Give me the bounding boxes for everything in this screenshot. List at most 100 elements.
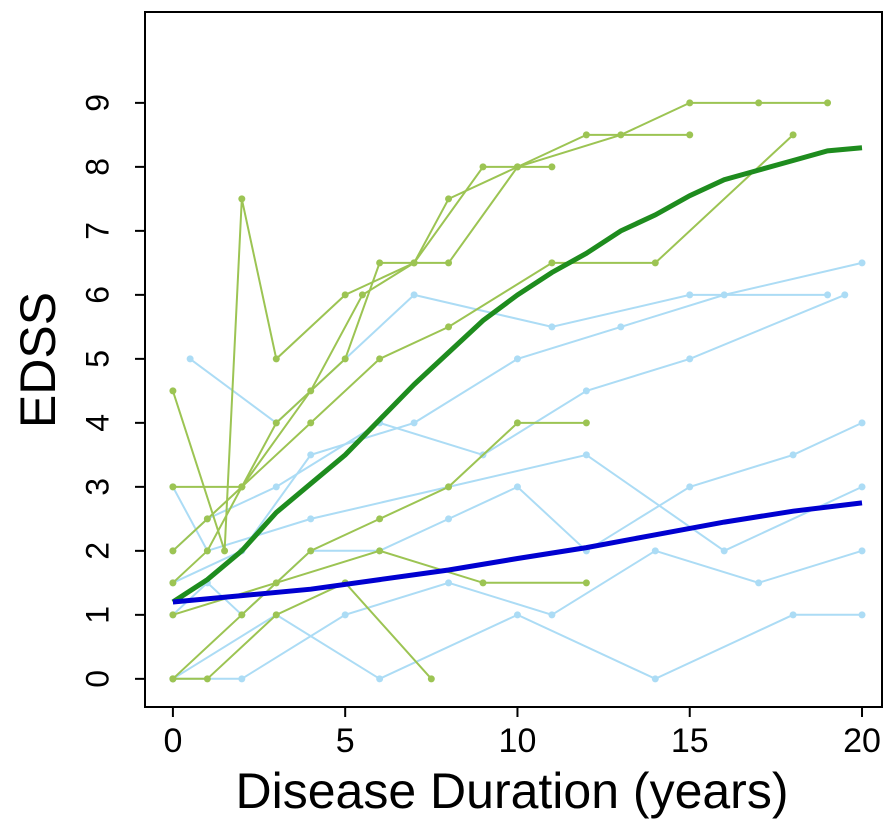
trajectory-point <box>427 675 435 683</box>
trajectory-point <box>238 611 246 619</box>
trajectory-point <box>169 483 177 491</box>
trajectory-point <box>582 419 590 427</box>
y-tick-label: 9 <box>79 94 115 112</box>
y-tick-label: 2 <box>79 542 115 560</box>
trajectory-line <box>189 293 828 425</box>
trajectory-point <box>169 675 177 683</box>
x-tick-label: 15 <box>671 722 709 760</box>
trajectory-line <box>172 549 587 616</box>
trajectory-point <box>548 259 556 267</box>
trajectory-point <box>376 355 384 363</box>
trajectory-point <box>445 323 453 331</box>
trajectory-point <box>169 387 177 395</box>
trajectory-point <box>841 291 849 299</box>
trajectory-point <box>272 419 280 427</box>
trajectory-point <box>169 547 177 555</box>
trajectory-point <box>858 611 866 619</box>
y-tick-label: 4 <box>79 414 115 432</box>
trajectory-point <box>858 259 866 267</box>
trajectory-point <box>445 195 453 203</box>
trajectory-point <box>582 579 590 587</box>
trajectory-point <box>169 611 177 619</box>
trajectory-point <box>445 259 453 267</box>
trajectory-point <box>341 611 349 619</box>
trajectory-point <box>410 291 418 299</box>
trajectory-line <box>171 165 552 552</box>
trajectory-point <box>858 419 866 427</box>
trajectory-point <box>376 259 384 267</box>
plot-area <box>169 99 866 683</box>
trajectory-point <box>358 291 366 299</box>
trajectory-point <box>221 547 229 555</box>
trajectory-line <box>172 133 690 584</box>
trajectory-point <box>686 131 694 139</box>
trajectory-point <box>307 387 315 395</box>
x-tick-label: 0 <box>163 722 182 760</box>
trajectory-point <box>858 547 866 555</box>
trajectory-point <box>686 483 694 491</box>
trajectory-point <box>513 419 521 427</box>
trajectory-point <box>582 131 590 139</box>
trajectory-point <box>686 291 694 299</box>
trajectory-point <box>617 323 625 331</box>
trajectory-point <box>238 675 246 683</box>
x-tick-label: 10 <box>499 722 537 760</box>
trajectory-point <box>651 547 659 555</box>
trajectory-point <box>238 483 246 491</box>
trajectory-point <box>824 99 832 107</box>
trajectory-line <box>172 101 828 552</box>
trajectory-point <box>720 547 728 555</box>
trajectory-point <box>479 579 487 587</box>
trajectory-point <box>376 675 384 683</box>
y-tick-label: 8 <box>79 158 115 176</box>
x-tick-label: 20 <box>843 722 881 760</box>
trajectory-point <box>445 515 453 523</box>
trajectory-point <box>548 611 556 619</box>
y-tick-label: 0 <box>79 670 115 688</box>
trajectory-point <box>755 99 763 107</box>
trajectory-point <box>169 579 177 587</box>
trajectory-point <box>617 131 625 139</box>
trajectory-point <box>789 611 797 619</box>
trajectory-point <box>272 611 280 619</box>
trajectory-point <box>376 547 384 555</box>
trajectory-point <box>307 515 315 523</box>
trajectory-point <box>686 355 694 363</box>
trajectory-point <box>341 291 349 299</box>
trajectory-point <box>307 451 315 459</box>
x-tick-label: 5 <box>336 722 355 760</box>
trajectory-point <box>824 291 832 299</box>
trajectory-point <box>203 515 211 523</box>
trajectory-point <box>651 259 659 267</box>
y-tick-label: 6 <box>79 286 115 304</box>
trajectory-point <box>410 419 418 427</box>
smooth-line <box>172 500 863 605</box>
trajectory-point <box>548 323 556 331</box>
trajectory-point <box>686 99 694 107</box>
trajectory-line <box>172 134 794 488</box>
trajectory-point <box>651 675 659 683</box>
trajectory-point <box>582 387 590 395</box>
trajectory-point <box>307 547 315 555</box>
x-axis-label: Disease Duration (years) <box>236 763 789 819</box>
trajectory-point <box>341 355 349 363</box>
trajectory-line <box>172 549 863 680</box>
trajectory-point <box>513 483 521 491</box>
y-tick-label: 5 <box>79 350 115 368</box>
trajectory-line <box>172 293 846 552</box>
y-axis-label: EDSS <box>10 292 66 428</box>
y-tick-label: 7 <box>79 222 115 240</box>
trajectory-point <box>410 259 418 267</box>
trajectory-point <box>376 515 384 523</box>
trajectory-line <box>172 613 862 680</box>
trajectory-point <box>203 547 211 555</box>
trajectory-point <box>513 355 521 363</box>
trajectory-point <box>479 163 487 171</box>
trajectory-point <box>238 195 246 203</box>
trajectory-point <box>858 483 866 491</box>
trajectory-point <box>755 579 763 587</box>
trajectory-point <box>513 611 521 619</box>
y-tick-label: 3 <box>79 478 115 496</box>
smooth-line <box>171 145 863 605</box>
